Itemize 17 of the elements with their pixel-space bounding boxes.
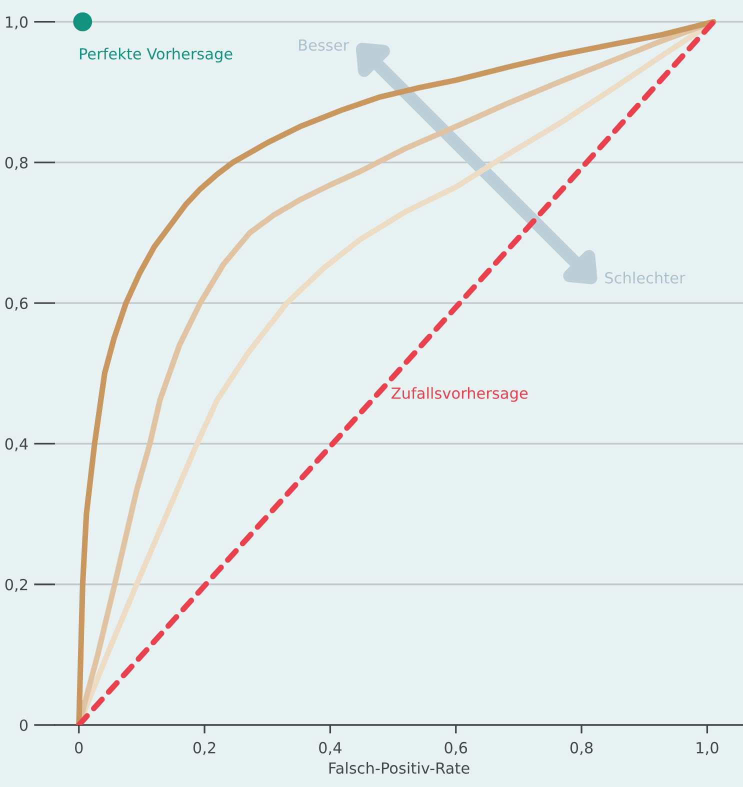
x-tick-label: 0 xyxy=(75,742,83,754)
y-tick-label: 1,0 xyxy=(6,16,28,30)
x-axis-title: Falsch-Positiv-Rate xyxy=(329,762,470,774)
x-tick-label: 0,4 xyxy=(319,742,342,756)
y-tick-label: 0,4 xyxy=(5,438,28,452)
x-tick-label: 0,2 xyxy=(193,742,216,756)
y-tick-label: 0 xyxy=(20,719,28,732)
annotation: Perfekte Vorhersage xyxy=(80,48,232,63)
x-tick-label: 1,0 xyxy=(696,742,718,756)
y-tick-label: 0,6 xyxy=(5,298,28,311)
y-tick-label: 0,8 xyxy=(5,156,28,170)
x-tick-label: 0,8 xyxy=(570,742,593,756)
x-tick-label: 0,6 xyxy=(444,742,468,756)
y-tick-label: 0,2 xyxy=(5,578,28,592)
annotation: Zufallsvorhersage xyxy=(392,387,528,402)
annotation: Schlechter xyxy=(605,272,686,284)
annotation: Besser xyxy=(299,39,350,51)
